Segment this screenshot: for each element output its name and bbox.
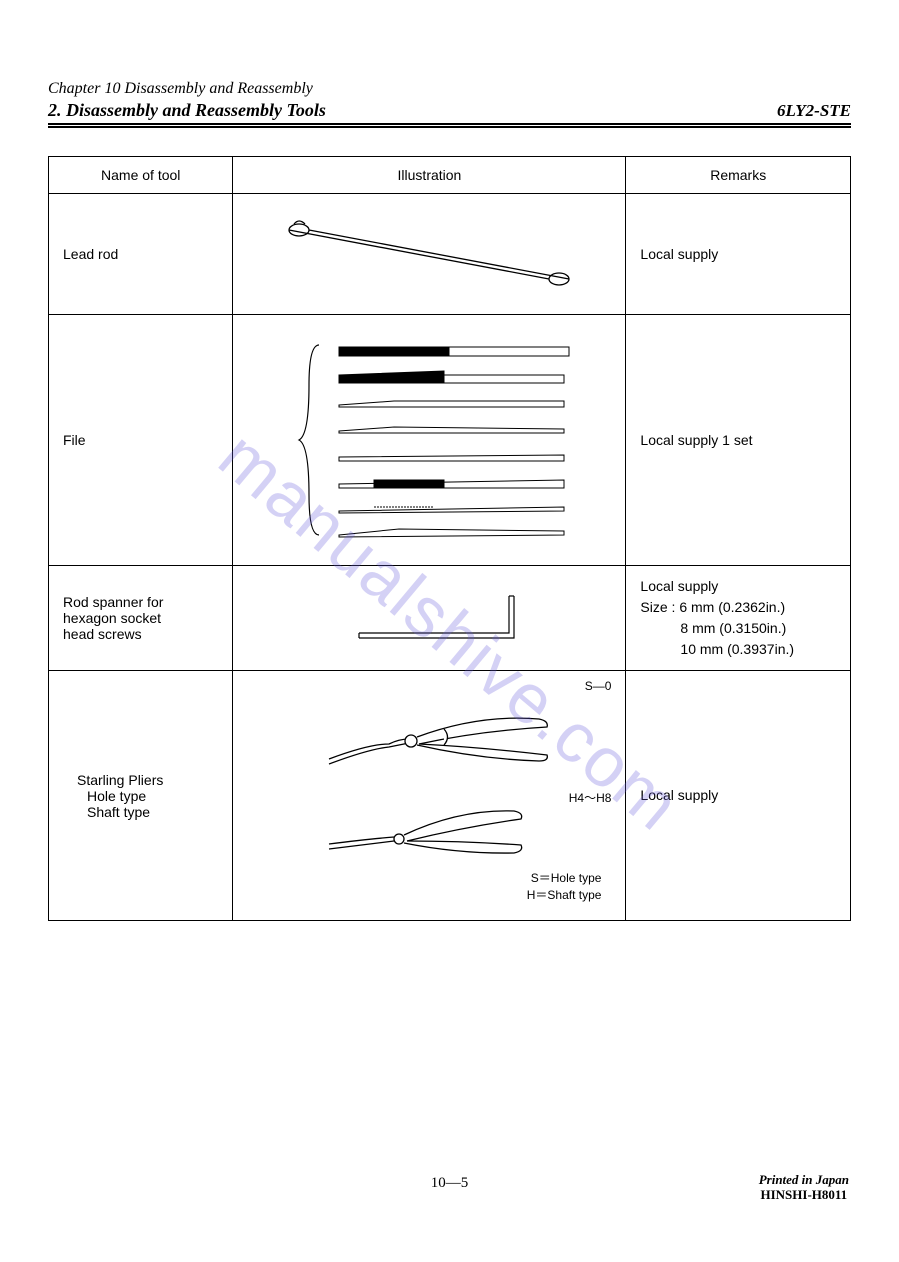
footer-right: Printed in Japan HINSHI-H8011 xyxy=(759,1173,849,1202)
col-remarks: Remarks xyxy=(626,157,851,194)
remarks-line: Local supply xyxy=(640,578,718,594)
remarks-cell: Local supply Size : 6 mm (0.2362in.) 8 m… xyxy=(626,566,851,671)
tool-name-line: Starling Pliers xyxy=(77,772,163,788)
pliers-label-bottom-s: S＝Hole type xyxy=(531,871,602,885)
tool-name: File xyxy=(49,315,233,566)
tool-name-line: Shaft type xyxy=(77,804,150,820)
col-illustration: Illustration xyxy=(233,157,626,194)
model-code: 6LY2-STE xyxy=(777,101,851,123)
remarks-line: Size : 6 mm (0.2362in.) xyxy=(640,599,785,615)
section-title: 2. Disassembly and Reassembly Tools xyxy=(48,100,777,123)
lead-rod-illustration xyxy=(269,204,589,304)
table-row: Starling Pliers Hole type Shaft type S—0 xyxy=(49,671,851,921)
remarks-cell: Local supply 1 set xyxy=(626,315,851,566)
tool-name: Starling Pliers Hole type Shaft type xyxy=(49,671,233,921)
table-header-row: Name of tool Illustration Remarks xyxy=(49,157,851,194)
chapter-line: Chapter 10 Disassembly and Reassembly xyxy=(48,80,851,98)
hex-key-illustration xyxy=(299,578,559,658)
remarks-cell: Local supply xyxy=(626,194,851,315)
table-row: File xyxy=(49,315,851,566)
tool-name-line: Hole type xyxy=(77,788,146,804)
tool-name: Lead rod xyxy=(49,194,233,315)
tool-name-line: Rod spanner for xyxy=(63,594,163,610)
header-underline xyxy=(48,126,851,128)
file-set-illustration xyxy=(264,325,594,555)
illustration-cell xyxy=(233,566,626,671)
pliers-top-illustration xyxy=(279,689,579,789)
remarks-line: 10 mm (0.3937in.) xyxy=(640,639,836,660)
pliers-bottom-illustration xyxy=(289,789,569,869)
table-row: Rod spanner for hexagon socket head scre… xyxy=(49,566,851,671)
col-name: Name of tool xyxy=(49,157,233,194)
illustration-cell xyxy=(233,315,626,566)
tool-name-line: hexagon socket xyxy=(63,610,161,626)
pliers-label-bottom-h: H＝Shaft type xyxy=(527,888,602,902)
footer-code: HINSHI-H8011 xyxy=(759,1188,849,1202)
header-row: 2. Disassembly and Reassembly Tools 6LY2… xyxy=(48,100,851,125)
illustration-cell xyxy=(233,194,626,315)
tool-table: Name of tool Illustration Remarks Lead r… xyxy=(48,156,851,921)
footer-printed: Printed in Japan xyxy=(759,1173,849,1187)
remarks-line: 8 mm (0.3150in.) xyxy=(640,618,836,639)
remarks-cell: Local supply xyxy=(626,671,851,921)
tool-name: Rod spanner for hexagon socket head scre… xyxy=(49,566,233,671)
pliers-label-top: S—0 xyxy=(585,679,612,693)
pliers-label-mid: H4～H8 xyxy=(569,789,612,806)
table-row: Lead rod Local supply xyxy=(49,194,851,315)
illustration-cell: S—0 H4～H8 xyxy=(233,671,626,921)
tool-name-line: head screws xyxy=(63,626,142,642)
